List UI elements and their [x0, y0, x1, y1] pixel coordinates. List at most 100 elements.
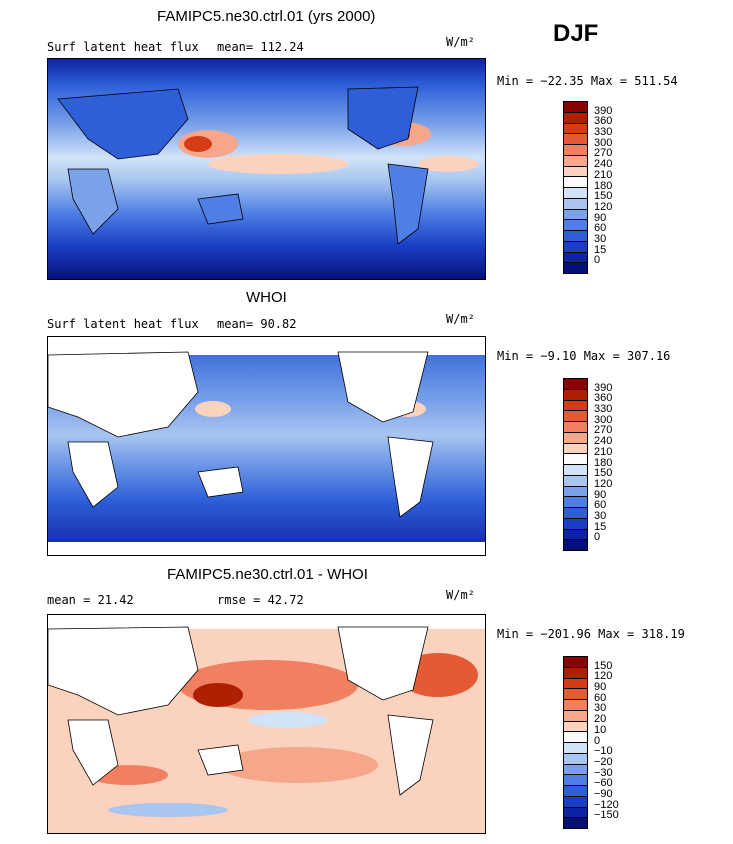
panel2-colorbar-tick: 360 — [594, 392, 613, 405]
panel2-colorbar-swatch — [564, 508, 587, 519]
panel1-colorbar-tick: 15 — [594, 243, 607, 256]
panel3-colorbar-tick: −120 — [594, 798, 619, 811]
panel2-map — [47, 336, 486, 556]
panel3-unit: W/m² — [446, 588, 475, 602]
panel3-colorbar-swatch — [564, 818, 587, 828]
panel2-minmax: Min = −9.10 Max = 307.16 — [497, 349, 671, 363]
panel2-colorbar-tick: 30 — [594, 509, 607, 522]
panel2-colorbar-tick: 330 — [594, 403, 613, 416]
panel3-colorbar — [563, 656, 588, 829]
panel2-colorbar-swatch — [564, 497, 587, 508]
panel1-title: FAMIPC5.ne30.ctrl.01 (yrs 2000) — [157, 8, 376, 25]
panel3-title: FAMIPC5.ne30.ctrl.01 - WHOI — [167, 566, 368, 583]
panel1-colorbar-swatch — [564, 145, 587, 156]
panel1-africa — [67, 168, 119, 235]
panel3-colorbar-tick: −150 — [594, 809, 619, 822]
panel3-colorbar-swatch — [564, 667, 587, 679]
panel3-colorbar-tick: 0 — [594, 734, 601, 747]
panel3-south-america — [387, 714, 434, 796]
panel1-unit: W/m² — [446, 35, 475, 49]
panel2-colorbar-swatch — [564, 465, 587, 476]
panel3-colorbar-swatch — [564, 775, 587, 786]
panel1-colorbar-swatch — [564, 134, 587, 145]
panel3-colorbar-swatch — [564, 721, 587, 733]
panel3-colorbar-tick: −90 — [594, 787, 613, 800]
panel1-minmax: Min = −22.35 Max = 511.54 — [497, 74, 678, 88]
panel3-colorbar-tick: 30 — [594, 702, 607, 715]
panel1-colorbar-tick: 360 — [594, 115, 613, 128]
panel2-colorbar-swatch — [564, 400, 587, 412]
panel2-unit: W/m² — [446, 312, 475, 326]
panel2-south-america — [387, 436, 434, 518]
panel2-colorbar-swatch — [564, 379, 587, 390]
panel1-colorbar-swatch — [564, 188, 587, 199]
panel1-colorbar-swatch — [564, 177, 587, 188]
panel3-colorbar-swatch — [564, 710, 587, 722]
panel3-colorbar-swatch — [564, 807, 587, 819]
panel2-colorbar-swatch — [564, 432, 587, 444]
panel2-colorbar-tick: 240 — [594, 435, 613, 448]
panel2-colorbar-tick: 390 — [594, 381, 613, 394]
panel1-colorbar-swatch — [564, 209, 587, 221]
panel1-colorbar-swatch — [564, 155, 587, 167]
panel3-colorbar-tick: 10 — [594, 723, 607, 736]
panel1-colorbar — [563, 101, 588, 274]
panel2-colorbar-swatch — [564, 486, 587, 498]
panel2-title: WHOI — [246, 289, 287, 306]
panel1-variable: Surf latent heat flux — [47, 40, 199, 54]
panel2-colorbar-tick: 150 — [594, 467, 613, 480]
panel3-minmax: Min = −201.96 Max = 318.19 — [497, 627, 685, 641]
panel3-colorbar-swatch — [564, 678, 587, 690]
panel3-colorbar-swatch — [564, 786, 587, 797]
panel3-map — [47, 614, 486, 834]
panel2-variable: Surf latent heat flux — [47, 317, 199, 331]
panel2-colorbar-swatch — [564, 529, 587, 541]
panel3-mean: mean = 21.42 — [47, 593, 134, 607]
panel3-colorbar-swatch — [564, 764, 587, 776]
panel3-africa — [67, 719, 119, 786]
panel3-colorbar-tick: 90 — [594, 681, 607, 694]
panel2-colorbar-swatch — [564, 443, 587, 455]
panel1-colorbar-tick: 240 — [594, 158, 613, 171]
panel2-colorbar-swatch — [564, 454, 587, 465]
panel3-colorbar-tick: 120 — [594, 670, 613, 683]
panel2-colorbar-swatch — [564, 518, 587, 530]
season-label: DJF — [553, 20, 599, 47]
panel1-colorbar-tick: 90 — [594, 211, 607, 224]
panel2-australia — [197, 466, 244, 498]
panel3-australia — [197, 744, 244, 776]
panel3-colorbar-swatch — [564, 689, 587, 700]
panel2-colorbar-tick: 0 — [594, 531, 601, 544]
panel2-colorbar-swatch — [564, 389, 587, 401]
panel1-colorbar-tick: 390 — [594, 104, 613, 117]
panel1-colorbar-swatch — [564, 241, 587, 253]
panel3-colorbar-swatch — [564, 743, 587, 754]
panel2-colorbar — [563, 378, 588, 551]
panel1-colorbar-swatch — [564, 102, 587, 113]
panel3-colorbar-tick: −30 — [594, 766, 613, 779]
panel3-eurasia — [48, 626, 199, 716]
panel2-colorbar-swatch — [564, 411, 587, 422]
panel1-australia — [197, 193, 244, 225]
panel3-colorbar-tick: −20 — [594, 755, 613, 768]
panel2-mean: mean= 90.82 — [217, 317, 297, 331]
panel1-colorbar-swatch — [564, 231, 587, 242]
panel3-colorbar-tick: 20 — [594, 713, 607, 726]
panel1-colorbar-tick: 300 — [594, 136, 613, 149]
panel3-colorbar-swatch — [564, 796, 587, 808]
panel2-colorbar-tick: 60 — [594, 499, 607, 512]
panel3-colorbar-swatch — [564, 657, 587, 668]
panel1-colorbar-swatch — [564, 220, 587, 231]
panel2-colorbar-tick: 210 — [594, 445, 613, 458]
panel1-colorbar-tick: 150 — [594, 190, 613, 203]
panel2-africa — [67, 441, 119, 508]
panel1-colorbar-swatch — [564, 263, 587, 273]
panel1-colorbar-tick: 180 — [594, 179, 613, 192]
panel2-colorbar-swatch — [564, 475, 587, 487]
panel2-colorbar-swatch — [564, 422, 587, 433]
panel2-eurasia — [48, 351, 199, 438]
panel1-colorbar-swatch — [564, 166, 587, 178]
panel3-colorbar-swatch — [564, 732, 587, 743]
panel1-eurasia — [57, 88, 189, 160]
panel1-colorbar-swatch — [564, 252, 587, 264]
